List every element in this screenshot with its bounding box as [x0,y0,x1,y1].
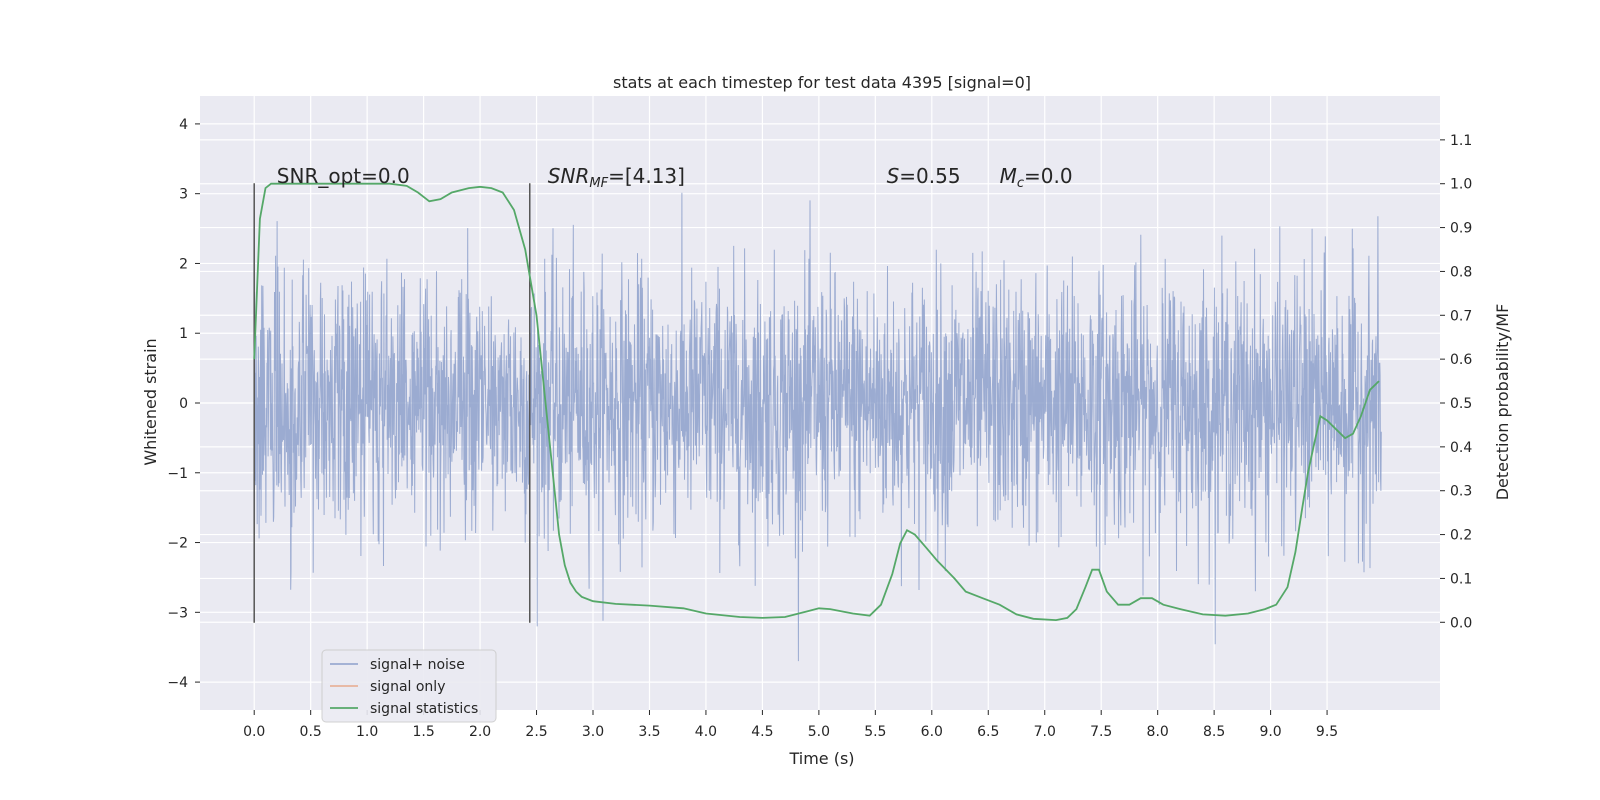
y2-axis-label: Detection probability/MF [1493,304,1512,501]
y2-tick-label: 0.1 [1450,571,1472,587]
y2-tick-label: 0.4 [1450,440,1472,456]
y-axis-ticks: −4 −3 −2 −1 0 1 2 3 4 [167,117,200,691]
x-tick-label: 7.0 [1034,724,1056,740]
signal-statistics-points [254,183,1380,621]
y-tick-label: −1 [167,466,188,482]
vertical-markers [253,183,531,623]
x-axis-label: Time (s) [788,749,854,768]
x-tick-label: 1.0 [356,724,378,740]
y2-tick-label: 0.3 [1450,484,1472,500]
x-tick-label: 5.5 [864,724,886,740]
y-tick-label: 3 [179,187,188,203]
x-tick-label: 0.0 [243,724,265,740]
y2-tick-label: 1.1 [1450,133,1472,149]
y2-tick-label: 0.0 [1450,615,1472,631]
x-tick-label: 3.5 [638,724,660,740]
x-tick-label: 5.0 [808,724,830,740]
y2-tick-label: 0.9 [1450,221,1472,237]
annotation-snr-mf: SNRMF=[4.13] [548,164,685,191]
y-tick-label: 2 [179,256,188,272]
y-tick-label: −4 [167,675,188,691]
x-axis-ticks: 0.0 0.5 1.0 1.5 2.0 2.5 3.0 3.5 4.0 4.5 5.0 5.5 6.0 6… [243,710,1338,740]
y-tick-label: −3 [167,605,188,621]
x-tick-label: 2.0 [469,724,491,740]
y-tick-label: 0 [179,396,188,412]
y2-axis-ticks: 0.0 0.1 0.2 0.3 0.4 0.5 0.6 0.7 0.8 0.9 1.0 1.1 [1440,133,1472,631]
y2-tick-label: 1.0 [1450,177,1472,193]
x-tick-label: 6.5 [977,724,999,740]
x-tick-label: 1.5 [412,724,434,740]
y-tick-label: 1 [179,326,188,342]
y-axis-label: Whitened strain [141,338,160,465]
y2-tick-label: 0.7 [1450,308,1472,324]
y-tick-label: 4 [179,117,188,133]
legend: signal+ noise signal only signal statist… [321,649,497,723]
legend-box [321,649,497,723]
y2-tick-label: 0.5 [1450,396,1472,412]
x-tick-label: 2.5 [525,724,547,740]
x-tick-label: 9.5 [1316,724,1338,740]
annotation-s-main: S [887,164,900,188]
x-tick-label: 8.0 [1147,724,1169,740]
x-tick-label: 6.0 [921,724,943,740]
annotation-mc-sub: c [1017,176,1024,191]
series-signal-noise [253,192,1382,662]
legend-label-signal-only: signal only [370,679,445,695]
x-tick-label: 7.5 [1090,724,1112,740]
legend-label-signal-statistics: signal statistics [370,701,478,717]
annotation-snr-mf-sub: MF [589,176,608,191]
x-tick-label: 4.0 [695,724,717,740]
x-tick-label: 3.0 [582,724,604,740]
y2-tick-label: 0.2 [1450,528,1472,544]
y2-tick-label: 0.6 [1450,352,1472,368]
legend-label-signal-noise: signal+ noise [370,657,465,673]
y-tick-label: −2 [167,536,188,552]
annotation-mc: Mc=0.0 [1000,164,1073,191]
x-tick-label: 4.5 [751,724,773,740]
annotation-snr-opt: SNR_opt=0.0 [277,164,410,188]
chart-title: stats at each timestep for test data 439… [613,73,1031,92]
annotation-mc-value: =0.0 [1024,164,1073,188]
annotation-snr-mf-value: =[4.13] [608,164,685,188]
annotation-s: S=0.55 [887,164,961,188]
y2-tick-label: 0.8 [1450,264,1472,280]
x-tick-label: 8.5 [1203,724,1225,740]
x-tick-label: 9.0 [1259,724,1281,740]
annotation-s-value: =0.55 [899,164,960,188]
annotation-snr-mf-main: SNR [548,164,590,188]
annotation-mc-main: M [1000,164,1017,188]
x-tick-label: 0.5 [300,724,322,740]
